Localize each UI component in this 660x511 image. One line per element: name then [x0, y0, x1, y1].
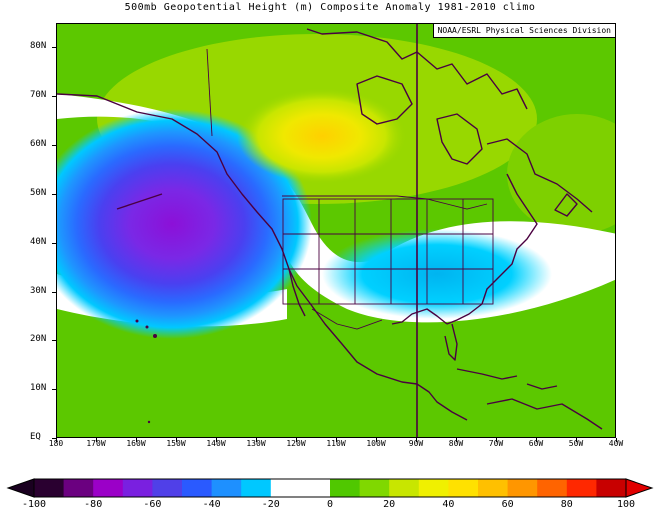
colorbar-segment	[34, 479, 65, 497]
lon-label: 50W	[568, 439, 584, 448]
lon-label: 80W	[448, 439, 464, 448]
lat-tick	[52, 96, 56, 98]
lon-label: 150W	[166, 439, 186, 448]
colorbar-segment	[507, 479, 538, 497]
lon-label: 70W	[488, 439, 504, 448]
lat-tick	[52, 242, 56, 244]
colorbar-label: 20	[383, 499, 396, 510]
colorbar-segment	[359, 479, 390, 497]
political-borders	[206, 48, 494, 330]
colorbar-segment	[418, 479, 449, 497]
lon-tick	[56, 438, 57, 442]
colorbar	[6, 478, 654, 498]
colorbar-segment	[537, 479, 568, 497]
map-panel: NOAA/ESRL Physical Sciences Division	[56, 23, 616, 438]
colorbar-segment	[478, 479, 509, 497]
lon-label: 100W	[366, 439, 386, 448]
colorbar-label: 0	[326, 499, 334, 510]
lon-label: 130W	[246, 439, 266, 448]
lon-label: 170W	[86, 439, 106, 448]
lon-tick	[616, 438, 617, 442]
colorbar-segment	[448, 479, 479, 497]
colorbar-label: -60	[143, 499, 162, 510]
colorbar-segment	[596, 479, 627, 497]
lon-tick	[136, 438, 137, 442]
lat-label: 30N	[30, 285, 47, 296]
colorbar-outline	[33, 478, 627, 498]
colorbar-segment	[330, 479, 361, 497]
lon-label: 110W	[326, 439, 346, 448]
colorbar-max-arrow	[625, 478, 654, 498]
colorbar-label: -40	[202, 499, 221, 510]
lat-tick	[52, 145, 56, 147]
colorbar-segment	[300, 479, 331, 497]
lat-tick	[52, 389, 56, 391]
coastlines	[57, 28, 603, 430]
credit-label: NOAA/ESRL Physical Sciences Division	[432, 24, 615, 38]
pacific-low-anomaly	[57, 109, 312, 339]
lon-tick	[296, 438, 297, 442]
colorbar-label: -80	[84, 499, 103, 510]
colorbar-segment	[211, 479, 242, 497]
lat-label: EQ	[30, 432, 41, 442]
lon-tick	[96, 438, 97, 442]
lon-tick	[416, 438, 417, 442]
lon-tick	[216, 438, 217, 442]
lon-label: 90W	[408, 439, 424, 448]
colorbar-segment	[122, 479, 153, 497]
anomaly-shade	[507, 114, 615, 234]
lat-tick	[52, 291, 56, 293]
colorbar-label: -100	[21, 499, 47, 510]
lat-tick	[52, 340, 56, 342]
lat-label: 60N	[30, 139, 47, 150]
lon-tick	[576, 438, 577, 442]
colorbar-segment	[93, 479, 124, 497]
lon-tick	[456, 438, 457, 442]
lon-label: 120W	[286, 439, 306, 448]
colorbar-segment	[63, 479, 94, 497]
colorbar-segment	[241, 479, 272, 497]
pacific-islands	[135, 319, 157, 424]
lon-tick	[536, 438, 537, 442]
colorbar-min-arrow	[6, 478, 35, 498]
lon-tick	[256, 438, 257, 442]
lon-label: 60W	[528, 439, 544, 448]
lat-label: 20N	[30, 334, 47, 345]
lat-tick	[52, 438, 56, 439]
colorbar-segment	[389, 479, 420, 497]
colorbar-segment	[152, 479, 183, 497]
chart-title: 500mb Geopotential Height (m) Composite …	[124, 2, 536, 13]
lon-label: 160W	[126, 439, 146, 448]
colorbar-segment	[566, 479, 597, 497]
colorbar-label: 80	[560, 499, 573, 510]
colorbar-label: -20	[261, 499, 280, 510]
colorbar-segment	[270, 479, 301, 497]
lon-tick	[336, 438, 337, 442]
lat-label: 40N	[30, 236, 47, 247]
lon-tick	[176, 438, 177, 442]
colorbar-label: 40	[442, 499, 455, 510]
lat-tick	[52, 193, 56, 195]
colorbar-label: 100	[616, 499, 636, 510]
lat-label: 50N	[30, 187, 47, 198]
eastern-us-low-anomaly	[322, 229, 552, 319]
lat-tick	[52, 47, 56, 49]
lat-label: 80N	[30, 41, 47, 52]
lat-label: 10N	[30, 383, 47, 394]
anomaly-map	[57, 24, 615, 437]
colorbar-segment	[182, 479, 213, 497]
colorbar-label: 60	[501, 499, 514, 510]
lon-label: 180	[48, 439, 64, 448]
lon-tick	[496, 438, 497, 442]
lon-tick	[376, 438, 377, 442]
lon-label: 40W	[608, 439, 624, 448]
lon-label: 140W	[206, 439, 226, 448]
lat-label: 70N	[30, 90, 47, 101]
canada-high-anomaly	[237, 88, 407, 184]
